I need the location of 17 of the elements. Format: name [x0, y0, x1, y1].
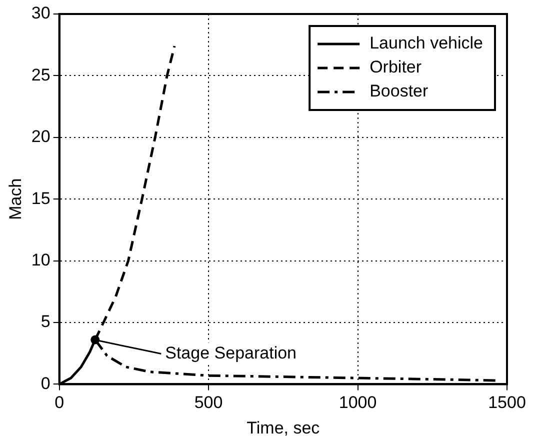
y-tick-label: 20: [31, 127, 50, 146]
x-tick-label: 1000: [338, 393, 377, 412]
y-axis-title: Mach: [6, 178, 25, 220]
x-axis-title: Time, sec: [246, 418, 320, 438]
legend-label: Orbiter: [370, 58, 422, 77]
y-tick-label: 25: [31, 65, 50, 84]
y-tick-label: 15: [31, 188, 50, 208]
y-tick-label: 30: [31, 4, 50, 23]
legend-label: Booster: [370, 82, 429, 101]
x-tick-label: 1500: [488, 393, 526, 412]
x-tick-label: 500: [194, 393, 223, 412]
y-tick-label: 5: [40, 312, 50, 332]
annotation: Stage Separation: [165, 343, 297, 362]
y-tick-label: 10: [31, 250, 50, 270]
x-tick-label: 0: [54, 393, 64, 412]
legend-label: Launch vehicle: [370, 34, 484, 53]
y-tick-label: 0: [40, 374, 50, 393]
